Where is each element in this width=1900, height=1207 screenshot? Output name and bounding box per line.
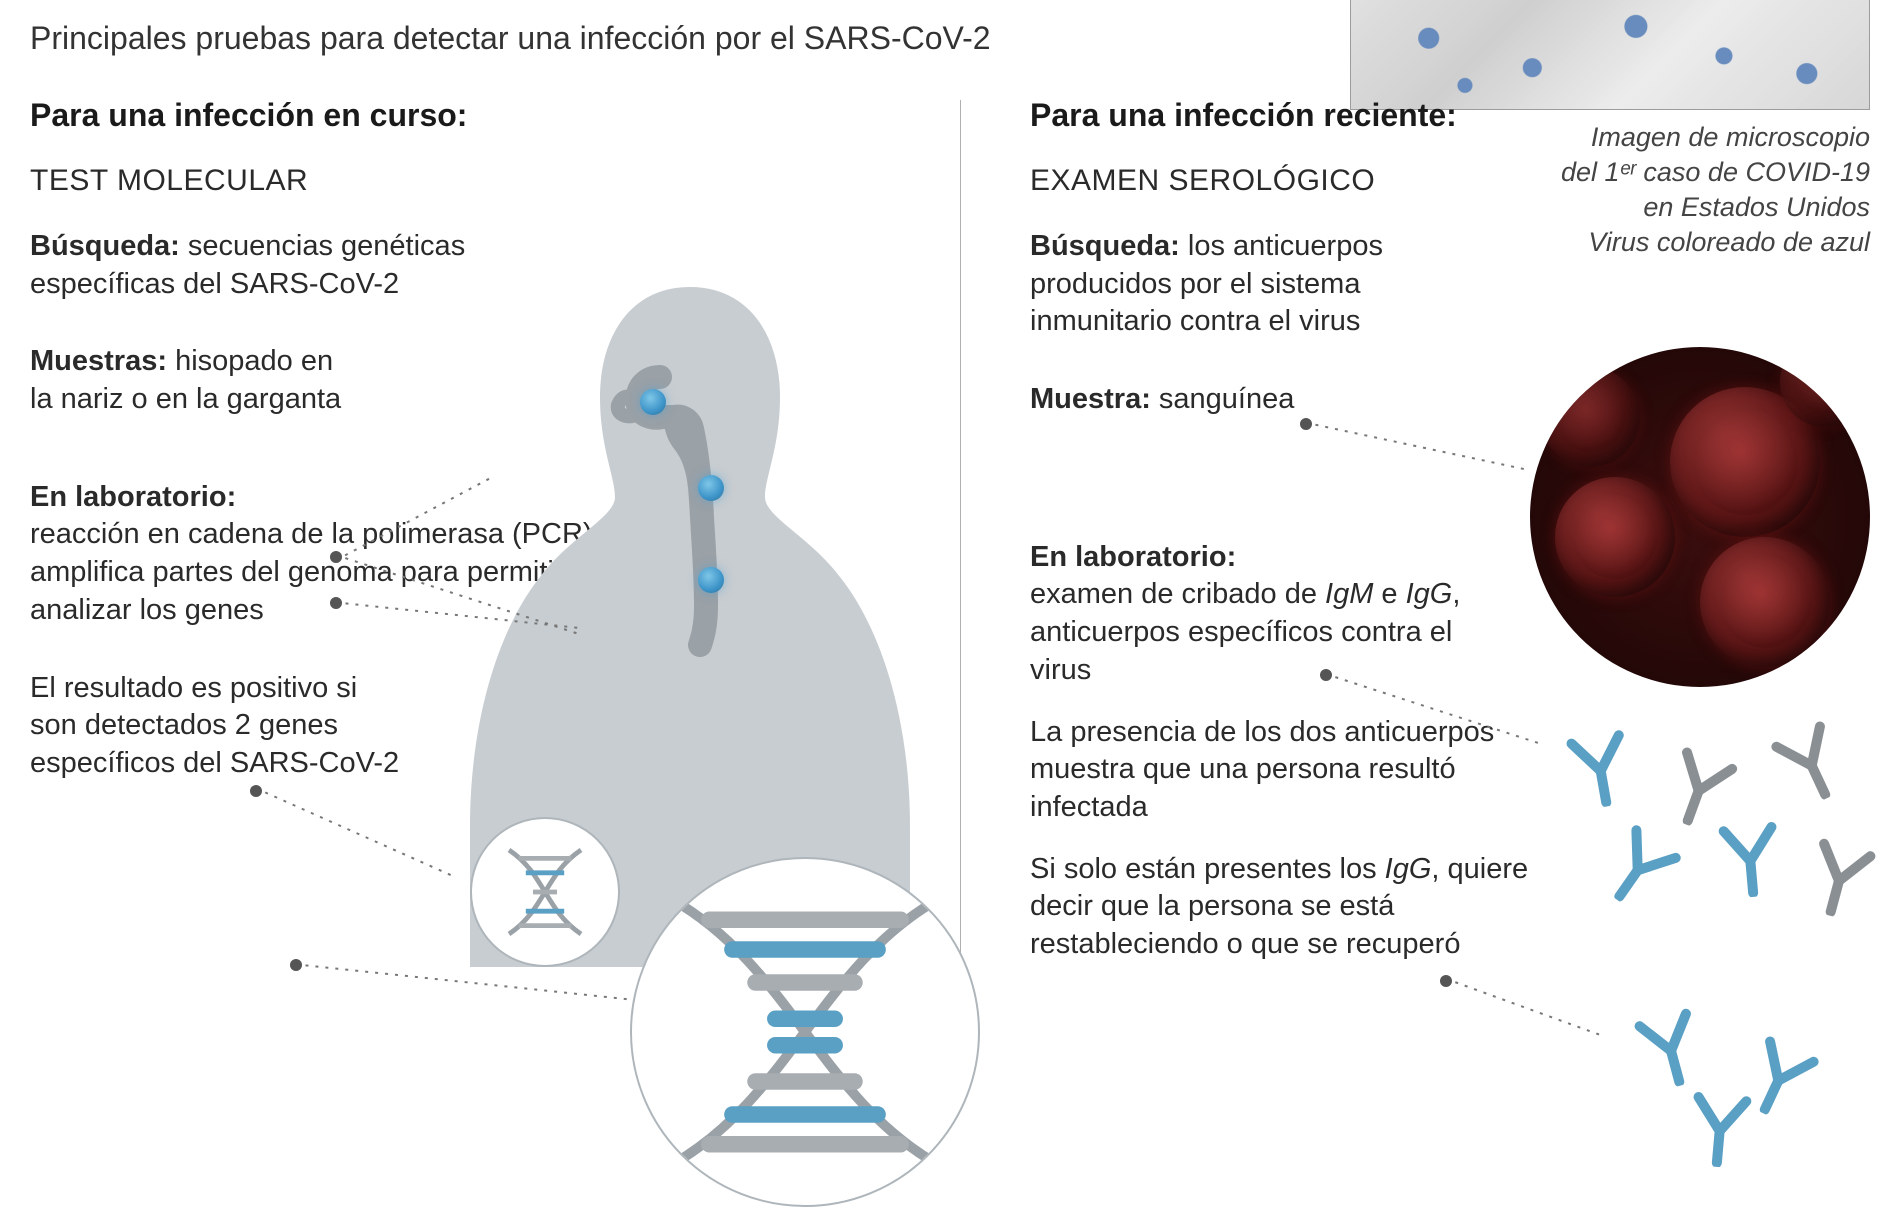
left-result: El resultado es positivo si son detectad… <box>30 670 410 783</box>
antibody-icon <box>1600 827 1680 912</box>
blood-sample-icon <box>1530 347 1870 687</box>
right-search: Búsqueda: los anticuerpos producidos por… <box>1030 228 1470 341</box>
leader-dot <box>1440 975 1452 987</box>
right-header: Para una infección reciente: <box>1030 97 1860 134</box>
antibody-icon <box>1560 727 1640 812</box>
label: En laboratorio: <box>30 481 236 513</box>
leader-dot <box>290 959 302 971</box>
dna-small-icon <box>470 817 620 967</box>
igg-em: IgG <box>1385 853 1432 885</box>
leader-dot <box>330 597 342 609</box>
dna-large-icon <box>630 857 980 1207</box>
column-recent-infection: Para una infección reciente: EXAMEN SERO… <box>990 97 1860 1004</box>
left-test-type: TEST MOLECULAR <box>30 164 990 198</box>
antibody-icon <box>1770 722 1850 807</box>
leader-dot <box>1320 669 1332 681</box>
blood-cell <box>1555 477 1675 597</box>
antibody-icon <box>1680 1087 1760 1172</box>
right-test-type: EXAMEN SEROLÓGICO <box>1030 164 1860 198</box>
text: e <box>1373 578 1405 610</box>
text: Si solo están presentes los <box>1030 853 1385 885</box>
leader-dot <box>250 785 262 797</box>
antibody-icon <box>1630 1007 1710 1092</box>
antibody-cluster <box>1540 717 1880 937</box>
left-sample: Muestras: hisopado en la nariz o en la g… <box>30 343 350 418</box>
text: examen de cribado de <box>1030 578 1325 610</box>
label: Muestra: <box>1030 383 1151 415</box>
leader-dot <box>1300 418 1312 430</box>
sample-point <box>640 389 666 415</box>
sample-point <box>698 567 724 593</box>
label: Búsqueda: <box>30 230 180 262</box>
sample-point <box>698 475 724 501</box>
leader-dot <box>330 551 342 563</box>
blood-cell <box>1540 367 1640 467</box>
text: La presencia de los dos anticuerpos mues… <box>1030 716 1494 823</box>
antibody-icon <box>1710 817 1790 902</box>
label: Búsqueda: <box>1030 230 1180 262</box>
igm: IgM <box>1325 578 1373 610</box>
text: El resultado es positivo si son detectad… <box>30 672 399 779</box>
blood-cell <box>1700 537 1830 667</box>
leader-line <box>1312 423 1528 471</box>
column-current-infection: Para una infección en curso: TEST MOLECU… <box>30 97 990 1004</box>
antibody-icon <box>1800 837 1880 922</box>
label: En laboratorio: <box>1030 541 1236 573</box>
microscope-image <box>1350 0 1870 110</box>
right-presence: La presencia de los dos anticuerpos mues… <box>1030 714 1570 827</box>
leader-line <box>262 790 455 877</box>
right-sample: Muestra: sanguínea <box>1030 381 1590 419</box>
leader-line <box>1452 980 1603 1037</box>
blood-cell <box>1780 347 1870 427</box>
left-header: Para una infección en curso: <box>30 97 990 134</box>
label: Muestras: <box>30 345 167 377</box>
text: sanguínea <box>1159 383 1294 415</box>
igg: IgG <box>1406 578 1453 610</box>
right-only-igg: Si solo están presentes los IgG, quiere … <box>1030 851 1530 964</box>
antibody-cluster-igg <box>1590 997 1870 1157</box>
right-lab: En laboratorio: examen de cribado de IgM… <box>1030 539 1490 690</box>
